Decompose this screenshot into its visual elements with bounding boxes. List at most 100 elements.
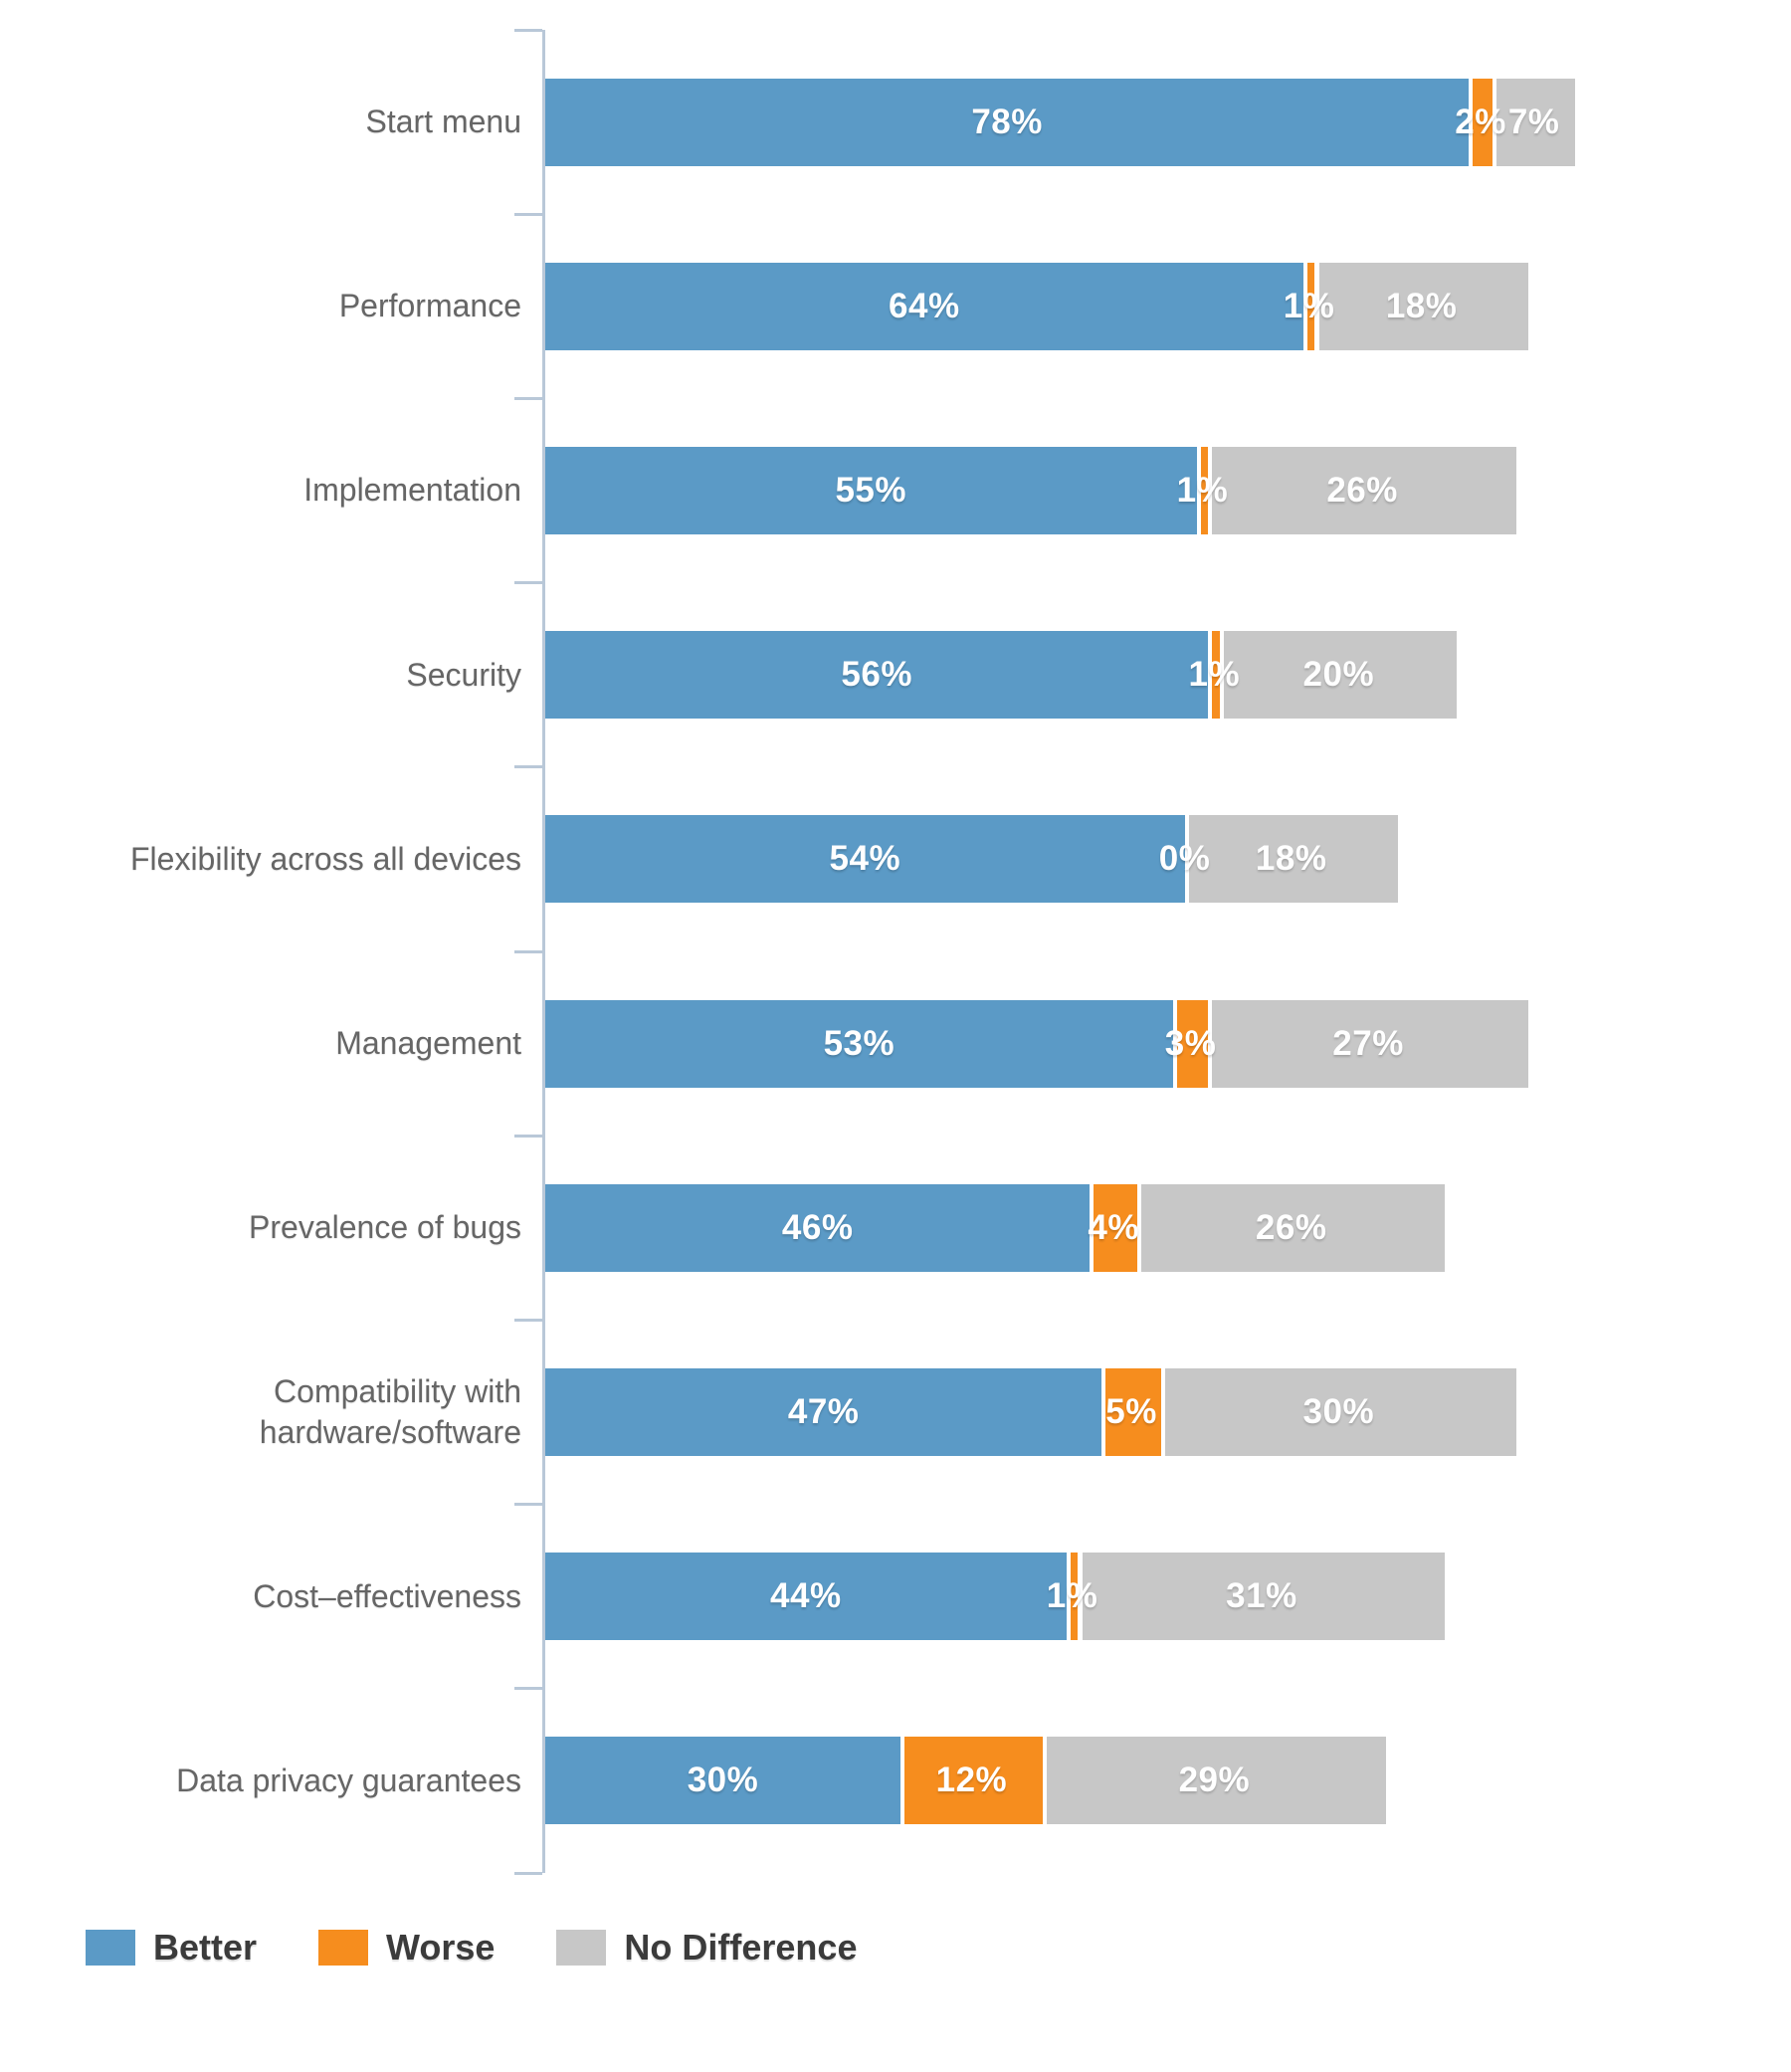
category-label: Prevalence of bugs — [249, 1209, 521, 1246]
bar-track: 78% 2% 7% — [545, 78, 1729, 166]
bar-segment-no-difference — [1137, 1183, 1446, 1272]
value-label-better: 56% — [841, 655, 912, 695]
bar-segment-better — [545, 631, 1209, 720]
bar-segment-no-difference — [1492, 78, 1576, 166]
value-label-worse: 2% — [1455, 102, 1506, 141]
value-label-no-difference: 29% — [1178, 1761, 1251, 1800]
value-label-better: 54% — [829, 839, 901, 879]
value-label-worse: 1% — [1046, 1576, 1098, 1616]
value-label-better: 78% — [971, 102, 1043, 141]
bar-track: 44% 1% 31% — [545, 1553, 1729, 1641]
value-label-no-difference: 26% — [1326, 470, 1398, 510]
bar-segment-no-difference — [1208, 999, 1528, 1088]
bar-segment-better — [545, 1367, 1102, 1456]
axis-tick — [514, 1318, 542, 1322]
bar-segment-better — [545, 1553, 1067, 1641]
bar-segment-no-difference — [1208, 446, 1516, 534]
category-label: Implementation — [303, 472, 521, 509]
value-label-no-difference: 18% — [1385, 286, 1458, 325]
chart-row-flexibility-across-all-devices: Flexibility across all devices 54% 0% 18% — [0, 767, 1791, 951]
value-label-worse: 1% — [1283, 286, 1335, 325]
bar-segment-no-difference — [1078, 1553, 1446, 1641]
bar-segment-better — [545, 78, 1470, 166]
y-axis-line — [514, 28, 545, 1875]
legend-swatch-better — [86, 1930, 135, 1966]
bar-segment-worse — [1469, 78, 1492, 166]
value-label-worse: 5% — [1105, 1391, 1157, 1431]
bar-segment-worse — [1302, 262, 1315, 350]
value-label-worse: 4% — [1088, 1207, 1139, 1247]
category-label: Flexibility across all devices — [129, 840, 521, 877]
bar-track: 54% 0% 18% — [545, 815, 1729, 904]
category-label: Compatibility with hardware/software — [259, 1372, 521, 1450]
axis-tick — [514, 949, 542, 953]
value-label-worse: 3% — [1164, 1023, 1217, 1063]
bar-segment-no-difference — [1160, 1367, 1516, 1456]
bar-track: 30% 12% 29% — [545, 1737, 1729, 1825]
category-label: Performance — [338, 288, 521, 324]
axis-tick — [514, 396, 542, 400]
bar-segment-no-difference — [1220, 631, 1458, 720]
axis-tick — [514, 1134, 542, 1138]
chart-row-management: Management 53% 3% 27% — [0, 951, 1791, 1136]
bar-track: 53% 3% 27% — [545, 999, 1729, 1088]
category-label: Security — [406, 656, 521, 693]
value-label-no-difference: 27% — [1332, 1023, 1404, 1063]
value-label-better: 64% — [889, 286, 960, 325]
axis-tick — [514, 212, 542, 216]
value-label-worse: 1% — [1188, 655, 1241, 695]
category-label: Cost–effectiveness — [253, 1577, 521, 1614]
bar-segment-no-difference — [1184, 815, 1398, 904]
bar-segment-no-difference — [1042, 1737, 1386, 1825]
bar-segment-better — [545, 446, 1197, 534]
bar-segment-better — [545, 815, 1185, 904]
legend-item-better: Better — [86, 1927, 257, 1968]
category-label: Management — [335, 1025, 521, 1062]
bar-track: 56% 1% 20% — [545, 631, 1729, 720]
axis-tick — [514, 1687, 542, 1691]
legend-item-no-difference: No Difference — [556, 1927, 857, 1968]
axis-tick — [514, 765, 542, 769]
bar-segment-better — [545, 1737, 900, 1825]
chart-row-compatibility-with-hardware-software: Compatibility with hardware/software 47% 5… — [0, 1320, 1791, 1504]
bar-segment-better — [545, 999, 1173, 1088]
value-label-no-difference: 7% — [1507, 102, 1560, 141]
bar-segment-worse — [1208, 631, 1221, 720]
legend-label: No Difference — [624, 1927, 858, 1968]
bar-segment-worse — [900, 1737, 1043, 1825]
bar-segment-worse — [1066, 1553, 1079, 1641]
bar-segment-better — [545, 262, 1303, 350]
category-label: Start menu — [365, 104, 521, 140]
bar-segment-no-difference — [1314, 262, 1528, 350]
axis-tick — [514, 1503, 542, 1507]
value-label-worse: 12% — [935, 1761, 1008, 1800]
chart-row-start-menu: Start menu 78% 2% 7% — [0, 30, 1791, 214]
axis-tick — [514, 581, 542, 585]
bar-track: 47% 5% 30% — [545, 1367, 1729, 1456]
bar-segment-worse — [1172, 999, 1209, 1088]
category-label: Data privacy guarantees — [176, 1761, 521, 1798]
bar-segment-worse — [1101, 1367, 1161, 1456]
value-label-worse: 0% — [1158, 839, 1211, 879]
value-label-no-difference: 20% — [1302, 655, 1375, 695]
legend-item-worse: Worse — [318, 1927, 495, 1968]
value-label-better: 47% — [787, 1391, 860, 1431]
bar-track: 64% 1% 18% — [545, 262, 1729, 350]
chart-row-data-privacy-guarantees: Data privacy guarantees 30% 12% 29% — [0, 1689, 1791, 1873]
bar-track: 46% 4% 26% — [545, 1183, 1729, 1272]
value-label-better: 46% — [781, 1207, 854, 1247]
axis-tick — [514, 28, 542, 32]
chart-rows: Start menu 78% 2% 7% Performance 64% 1% 18% Impl… — [0, 30, 1791, 1873]
value-label-better: 44% — [770, 1576, 842, 1616]
legend-swatch-no-difference — [556, 1930, 607, 1966]
value-label-no-difference: 31% — [1226, 1576, 1297, 1616]
legend-label: Better — [153, 1927, 258, 1968]
value-label-better: 53% — [823, 1023, 896, 1063]
value-label-no-difference: 26% — [1255, 1207, 1327, 1247]
bar-segment-better — [545, 1183, 1091, 1272]
value-label-better: 30% — [687, 1761, 759, 1800]
value-label-no-difference: 30% — [1302, 1391, 1375, 1431]
legend-swatch-worse — [318, 1930, 369, 1966]
axis-tick — [514, 1871, 542, 1875]
